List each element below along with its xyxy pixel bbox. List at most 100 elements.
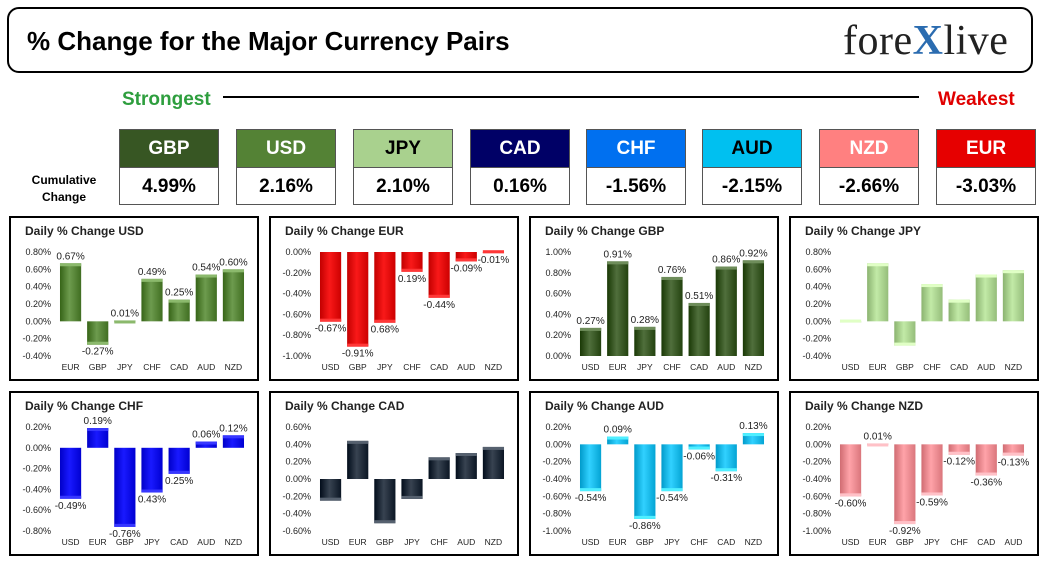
data-label: 0.09% [604, 425, 632, 436]
bar [428, 457, 450, 479]
data-label: -0.09% [450, 263, 482, 274]
x-tick-label: NZD [1005, 362, 1022, 372]
x-tick-label: AUD [977, 362, 995, 372]
strongest-label: Strongest [122, 89, 211, 110]
ccy-cumulative-value: -3.03% [955, 176, 1017, 197]
x-tick-label: NZD [745, 537, 762, 547]
y-tick-label: 0.20% [805, 299, 831, 309]
y-tick-label: -1.00% [542, 526, 571, 536]
forexlive-logo: foreXlive [843, 18, 1009, 64]
bar [839, 319, 862, 323]
x-tick-label: CHF [143, 362, 160, 372]
chart-panel: Daily % Change AUD 0.20% 0.00% -0.20% -0.40%… [529, 391, 779, 556]
bar [634, 326, 656, 356]
data-label: -0.76% [109, 529, 141, 540]
bar [401, 479, 423, 499]
ccy-name: NZD [820, 130, 918, 168]
y-tick-label: -0.60% [282, 309, 311, 319]
bar [114, 447, 136, 527]
x-tick-label: NZD [485, 537, 502, 547]
x-tick-label: NZD [225, 362, 242, 372]
ccy-name: EUR [937, 130, 1035, 168]
bar [141, 278, 163, 322]
y-tick-label: 0.00% [285, 474, 311, 484]
bar [634, 444, 656, 519]
weakest-label: Weakest [938, 89, 1015, 110]
x-tick-label: NZD [225, 537, 242, 547]
chart-title: Daily % Change USD [25, 224, 144, 238]
y-tick-label: 0.20% [25, 422, 51, 432]
ccy-box-jpy: JPY 2.10% [353, 129, 453, 205]
x-tick-label: CAD [430, 362, 448, 372]
data-label: -0.36% [970, 478, 1002, 489]
x-tick-label: JPY [664, 537, 680, 547]
y-tick-label: 0.00% [25, 316, 51, 326]
data-label: -0.92% [889, 526, 921, 537]
bar [579, 444, 602, 492]
y-tick-label: -0.60% [22, 505, 51, 515]
ccy-name: AUD [703, 130, 801, 168]
data-label: 0.06% [192, 430, 220, 441]
data-label: 0.67% [56, 251, 84, 262]
x-tick-label: CAD [717, 537, 735, 547]
chart-panel: Daily % Change JPY 0.80% 0.60% 0.40% 0.20% 0.… [789, 216, 1039, 381]
x-tick-label: JPY [377, 362, 393, 372]
data-label: 0.27% [576, 316, 604, 327]
bar [1002, 270, 1025, 322]
chart-title: Daily % Change NZD [805, 399, 924, 413]
y-tick-label: 0.40% [25, 282, 51, 292]
data-label: 0.60% [219, 257, 247, 268]
y-tick-label: -0.60% [282, 526, 311, 536]
bar [894, 321, 916, 346]
x-tick-label: CAD [170, 362, 188, 372]
bar [688, 302, 710, 356]
y-tick-label: -0.60% [802, 491, 831, 501]
data-label: 0.51% [685, 291, 713, 302]
y-tick-label: -1.00% [802, 526, 831, 536]
x-tick-label: AUD [1004, 537, 1022, 547]
bar [347, 252, 369, 347]
y-tick-label: 0.00% [805, 316, 831, 326]
y-tick-label: 0.00% [25, 443, 51, 453]
ccy-name: CAD [471, 130, 569, 168]
cumulative-change-label: Cumulative Change [31, 173, 97, 204]
chart-title: Daily % Change CHF [25, 399, 144, 413]
data-label: -0.60% [835, 498, 867, 509]
x-tick-label: GBP [116, 537, 134, 547]
bar [87, 321, 109, 345]
header-banner: % Change for the Major Currency Pairs fo… [7, 7, 1033, 73]
data-label: 0.68% [371, 325, 399, 336]
chart-title: Daily % Change GBP [545, 224, 665, 238]
ccy-box-aud: AUD -2.15% [702, 129, 802, 205]
data-label: -0.12% [943, 457, 975, 468]
y-tick-label: -0.20% [22, 464, 51, 474]
y-tick-label: 0.20% [545, 330, 571, 340]
y-tick-label: 0.60% [805, 264, 831, 274]
bar [894, 444, 916, 525]
x-tick-label: CAD [977, 537, 995, 547]
chart-panel: Daily % Change EUR 0.00% -0.20% -0.40% -0.60… [269, 216, 519, 381]
y-tick-label: -0.80% [542, 509, 571, 519]
data-label: 0.76% [658, 265, 686, 276]
bar [607, 436, 629, 445]
y-tick-label: 0.20% [545, 422, 571, 432]
chart-title: Daily % Change AUD [545, 399, 664, 413]
bar [742, 433, 765, 445]
data-label: -0.59% [916, 497, 948, 508]
x-tick-label: EUR [869, 362, 887, 372]
x-tick-label: JPY [924, 537, 940, 547]
y-tick-label: -0.80% [802, 509, 831, 519]
x-tick-label: GBP [376, 537, 394, 547]
ccy-box-eur: EUR -3.03% [936, 129, 1036, 205]
bar [141, 447, 163, 493]
bar [975, 274, 997, 322]
data-label: 0.13% [739, 421, 767, 432]
bar [867, 443, 889, 447]
bar-chart: 0.80% 0.60% 0.40% 0.20% 0.00% -0.20% -0.40% 0.6… [22, 247, 247, 372]
ccy-name: JPY [354, 130, 452, 168]
y-tick-label: 0.80% [805, 247, 831, 257]
bar [195, 274, 217, 322]
y-tick-label: 0.40% [285, 439, 311, 449]
y-tick-label: -0.40% [282, 509, 311, 519]
data-label: -0.44% [423, 300, 455, 311]
